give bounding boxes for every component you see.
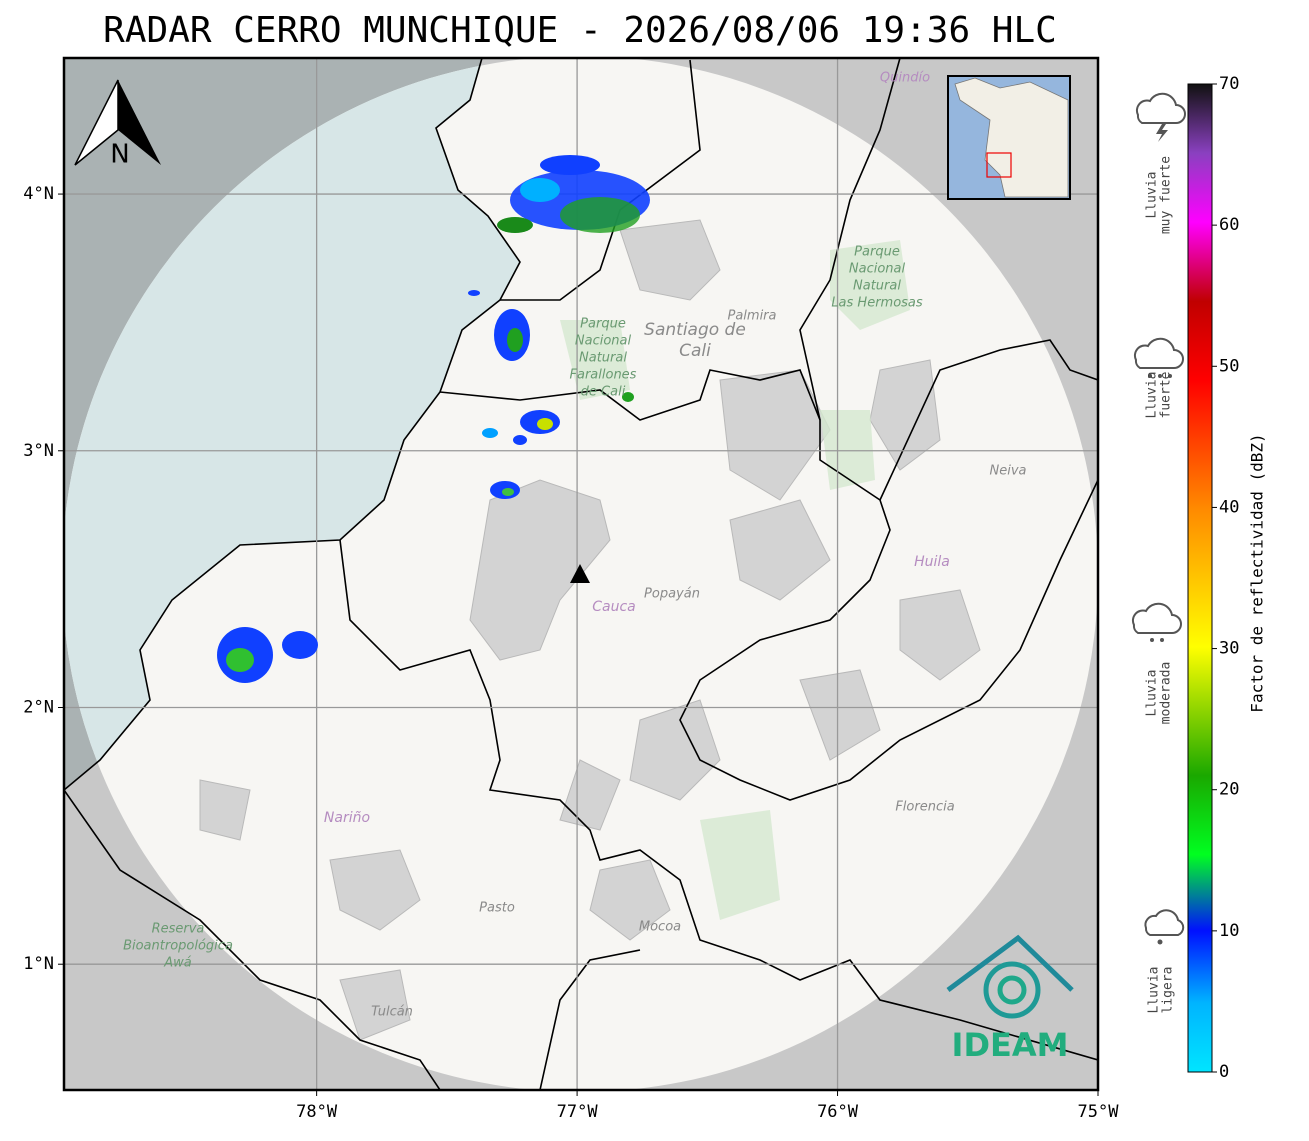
- y-tick-label: 4°N: [23, 184, 54, 204]
- rain-legend-label: fuerte: [1159, 371, 1174, 418]
- place-label: Bioantropológica: [123, 939, 233, 954]
- x-tick-label: 78°W: [296, 1102, 338, 1122]
- y-tick-label: 3°N: [23, 441, 54, 461]
- place-label: Natural: [579, 351, 627, 366]
- rain-legend-label: Lluvia: [1147, 967, 1162, 1014]
- rain-legend-label: moderada: [1159, 662, 1174, 725]
- inset-map: [947, 75, 1071, 200]
- place-label: Florencia: [895, 800, 954, 815]
- place-label: Quindío: [880, 71, 930, 86]
- place-label: Palmira: [727, 309, 776, 324]
- rain-legend-label: Lluvia: [1145, 670, 1160, 717]
- colorbar-tick-label: 30: [1219, 639, 1239, 659]
- radar-site: [570, 564, 590, 583]
- colorbar-tick-label: 20: [1219, 780, 1239, 800]
- place-label: Farallones: [570, 368, 637, 383]
- ideam-logo: IDEAM: [946, 934, 1074, 1064]
- colorbar-tick-label: 0: [1219, 1062, 1229, 1082]
- rain-legend-label: Lluvia: [1145, 172, 1160, 219]
- place-label: Cali: [679, 341, 711, 361]
- place-label: Huila: [914, 554, 950, 570]
- radar-echoes: [217, 155, 650, 683]
- place-label: Parque: [580, 317, 626, 332]
- colorbar-tick-label: 70: [1219, 74, 1239, 94]
- place-label: Las Hermosas: [831, 296, 923, 311]
- colorbar-tick-label: 10: [1219, 921, 1239, 941]
- x-tick-label: 77°W: [557, 1102, 599, 1122]
- place-label: Nacional: [849, 262, 906, 277]
- place-label: Pasto: [479, 901, 515, 916]
- title: RADAR CERRO MUNCHIQUE - 2026/08/06 19:36…: [103, 10, 1057, 51]
- place-label: Cauca: [592, 599, 636, 615]
- colorbar-tick-label: 50: [1219, 356, 1239, 376]
- map-frame: [62, 56, 1100, 1092]
- place-label: Santiago de: [644, 320, 746, 340]
- place-label: Awá: [163, 956, 192, 971]
- x-tick-label: 76°W: [817, 1102, 859, 1122]
- place-label: Reserva: [152, 922, 205, 937]
- place-label: Tulcán: [371, 1005, 413, 1020]
- x-tick-label: 75°W: [1078, 1102, 1120, 1122]
- place-label: Natural: [853, 279, 901, 294]
- place-label: Nariño: [324, 810, 370, 826]
- colorbar: [1187, 83, 1213, 1073]
- y-tick-label: 2°N: [23, 697, 54, 717]
- colorbar-tick-label: 40: [1219, 497, 1239, 517]
- place-label: de Cali: [581, 385, 626, 400]
- place-label: Mocoa: [639, 920, 681, 935]
- y-tick-label: 1°N: [23, 954, 54, 974]
- place-label: Nacional: [575, 334, 632, 349]
- rain-legend-label: Lluvia: [1145, 372, 1160, 419]
- colorbar-tick-label: 60: [1219, 215, 1239, 235]
- compass: N: [74, 79, 161, 170]
- place-label: Parque: [854, 245, 900, 260]
- colorbar-label: Factor de reflectividad (dBZ): [1248, 433, 1267, 712]
- boundaries: [64, 58, 1098, 1090]
- place-label: Popayán: [644, 587, 700, 602]
- place-label: Neiva: [990, 464, 1027, 479]
- rain-legend-label: ligera: [1161, 967, 1176, 1014]
- logo-text: IDEAM: [952, 1026, 1069, 1064]
- compass-label: N: [110, 140, 129, 170]
- rain-legend-label: muy fuerte: [1159, 156, 1174, 234]
